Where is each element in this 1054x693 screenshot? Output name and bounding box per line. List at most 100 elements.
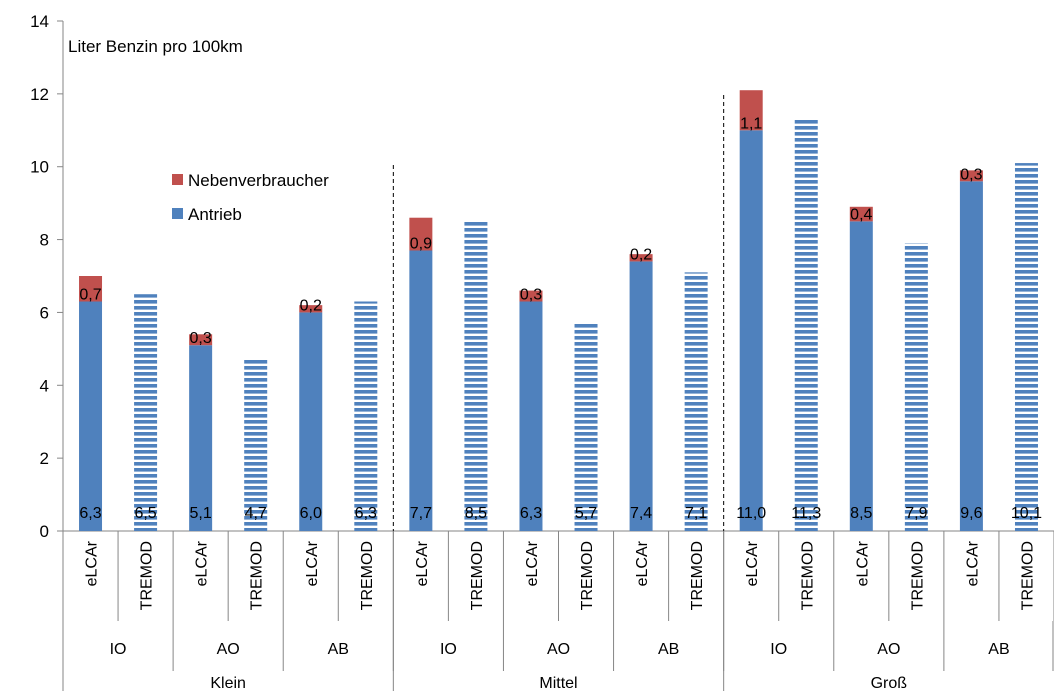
bar-antrieb	[189, 345, 213, 531]
bar-nebenverbraucher	[959, 170, 983, 182]
bar-antrieb	[464, 221, 488, 531]
data-label-nebenverbraucher: 0,4	[850, 206, 872, 223]
y-tick-label: 6	[40, 303, 49, 322]
bar-antrieb	[134, 294, 158, 531]
subgroup-label: IO	[770, 641, 787, 658]
category-label: TREMOD	[249, 541, 266, 610]
bar-nebenverbraucher	[739, 90, 763, 131]
category-label: eLCAr	[854, 540, 871, 586]
bar-antrieb	[354, 301, 378, 531]
category-label: eLCAr	[524, 540, 541, 586]
data-label-antrieb: 11,3	[791, 505, 821, 522]
y-tick-label: 14	[30, 12, 49, 31]
bar-nebenverbraucher	[409, 217, 433, 251]
subgroup-label: AB	[328, 641, 349, 658]
data-label-antrieb: 6,0	[300, 505, 322, 522]
data-label-nebenverbraucher: 0,2	[300, 297, 322, 314]
data-label-antrieb: 6,3	[520, 505, 542, 522]
bar-nebenverbraucher	[299, 305, 323, 313]
data-label-nebenverbraucher: 0,3	[190, 330, 212, 347]
subgroup-label: IO	[110, 641, 127, 658]
category-label: TREMOD	[139, 541, 156, 610]
y-tick-label: 0	[40, 522, 49, 541]
category-label: eLCAr	[414, 540, 431, 586]
category-label: TREMOD	[579, 541, 596, 610]
y-tick-label: 4	[40, 376, 49, 395]
data-label-nebenverbraucher: 0,9	[410, 236, 432, 253]
bar-antrieb	[794, 119, 818, 531]
data-label-antrieb: 7,9	[905, 505, 927, 522]
data-label-antrieb: 6,5	[134, 505, 156, 522]
data-label-antrieb: 8,5	[850, 505, 872, 522]
category-label: eLCAr	[634, 540, 651, 586]
bar-antrieb	[574, 323, 598, 531]
legend-swatch	[172, 174, 183, 185]
y-tick-label: 10	[30, 158, 49, 177]
legend-swatch	[172, 208, 183, 219]
legend-label: Nebenverbraucher	[188, 171, 329, 190]
data-label-antrieb: 11,0	[736, 505, 766, 522]
annotation-text: Liter Benzin pro 100km	[68, 37, 243, 56]
y-tick-label: 2	[40, 449, 49, 468]
data-label-antrieb: 10,1	[1011, 505, 1042, 522]
bar-antrieb	[904, 243, 928, 531]
group-label: Groß	[871, 675, 908, 692]
bar-antrieb	[409, 250, 433, 531]
bar-antrieb	[684, 272, 708, 531]
category-label: TREMOD	[799, 541, 816, 610]
bar-antrieb	[739, 130, 763, 532]
data-label-antrieb: 7,1	[685, 505, 707, 522]
data-labels: 0,7 6,3 6,5 0,3 5,1 4,7 0,2 6,0 6,3 0,9 7,7 8,5 0,3 6…	[79, 115, 1042, 522]
subgroup-label: IO	[440, 641, 457, 658]
bar-nebenverbraucher	[519, 290, 543, 302]
data-label-antrieb: 9,6	[960, 505, 982, 522]
category-label: TREMOD	[909, 541, 926, 610]
category-label: eLCAr	[194, 540, 211, 586]
data-label-antrieb: 5,1	[190, 505, 212, 522]
data-label-nebenverbraucher: 0,3	[960, 166, 982, 183]
category-label: eLCAr	[84, 540, 101, 586]
subgroup-label: AO	[217, 641, 240, 658]
x-axis: eLCAr TREMOD eLCAr TREMOD eLCAr TREMOD eLCAr TR…	[62, 531, 1054, 692]
bar-nebenverbraucher	[79, 276, 103, 302]
data-label-nebenverbraucher: 0,7	[79, 287, 101, 304]
category-label: eLCAr	[744, 540, 761, 586]
subgroup-label: AO	[547, 641, 570, 658]
data-label-nebenverbraucher: 0,2	[630, 246, 652, 263]
bar-nebenverbraucher	[189, 334, 213, 346]
bar-nebenverbraucher	[629, 254, 653, 262]
bar-antrieb	[959, 181, 983, 532]
y-tick-label: 8	[40, 231, 49, 250]
category-label: eLCAr	[964, 540, 981, 586]
data-label-antrieb: 6,3	[355, 505, 377, 522]
subgroup-label: AO	[877, 641, 900, 658]
data-label-antrieb: 6,3	[79, 505, 101, 522]
legend-label: Antrieb	[188, 205, 242, 224]
subgroup-label: AB	[988, 641, 1009, 658]
bar-antrieb	[1014, 163, 1038, 532]
category-label: TREMOD	[469, 541, 486, 610]
data-label-antrieb: 8,5	[465, 505, 487, 522]
subgroup-label: AB	[658, 641, 679, 658]
category-label: TREMOD	[1019, 541, 1036, 610]
bar-antrieb	[629, 261, 653, 531]
data-label-antrieb: 4,7	[245, 505, 267, 522]
category-label: TREMOD	[359, 541, 376, 610]
data-label-nebenverbraucher: 0,3	[520, 287, 542, 304]
data-label-antrieb: 7,7	[410, 505, 432, 522]
data-label-antrieb: 5,7	[575, 505, 597, 522]
data-label-nebenverbraucher: 1,1	[740, 115, 762, 132]
category-label: TREMOD	[689, 541, 706, 610]
bar-antrieb	[849, 221, 873, 531]
category-label: eLCAr	[304, 540, 321, 586]
group-label: Klein	[210, 675, 246, 692]
bar-antrieb	[519, 301, 543, 531]
group-label: Mittel	[539, 675, 577, 692]
y-tick-label: 12	[30, 85, 49, 104]
bar-nebenverbraucher	[849, 206, 873, 222]
bars	[79, 90, 1038, 532]
bar-antrieb	[299, 312, 323, 531]
legend: Nebenverbraucher Antrieb	[172, 171, 329, 224]
data-label-antrieb: 7,4	[630, 505, 652, 522]
